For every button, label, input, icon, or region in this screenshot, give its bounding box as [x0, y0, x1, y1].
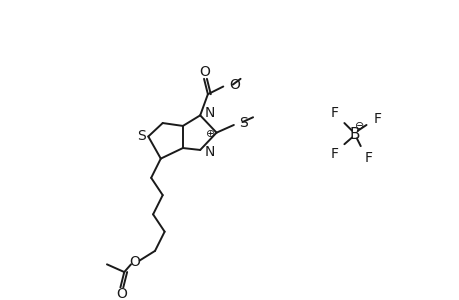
Text: ⊖: ⊖: [354, 121, 364, 131]
Text: N: N: [205, 106, 215, 120]
Text: F: F: [330, 106, 338, 120]
Text: O: O: [229, 78, 240, 92]
Text: O: O: [129, 255, 140, 269]
Text: S: S: [137, 128, 146, 142]
Text: F: F: [373, 112, 381, 126]
Text: N: N: [205, 145, 215, 159]
Text: S: S: [238, 116, 247, 130]
Text: O: O: [116, 287, 127, 300]
Text: ⊕: ⊕: [206, 129, 215, 139]
Text: F: F: [330, 147, 338, 161]
Text: B: B: [349, 127, 359, 142]
Text: F: F: [364, 151, 372, 165]
Text: O: O: [199, 65, 210, 79]
